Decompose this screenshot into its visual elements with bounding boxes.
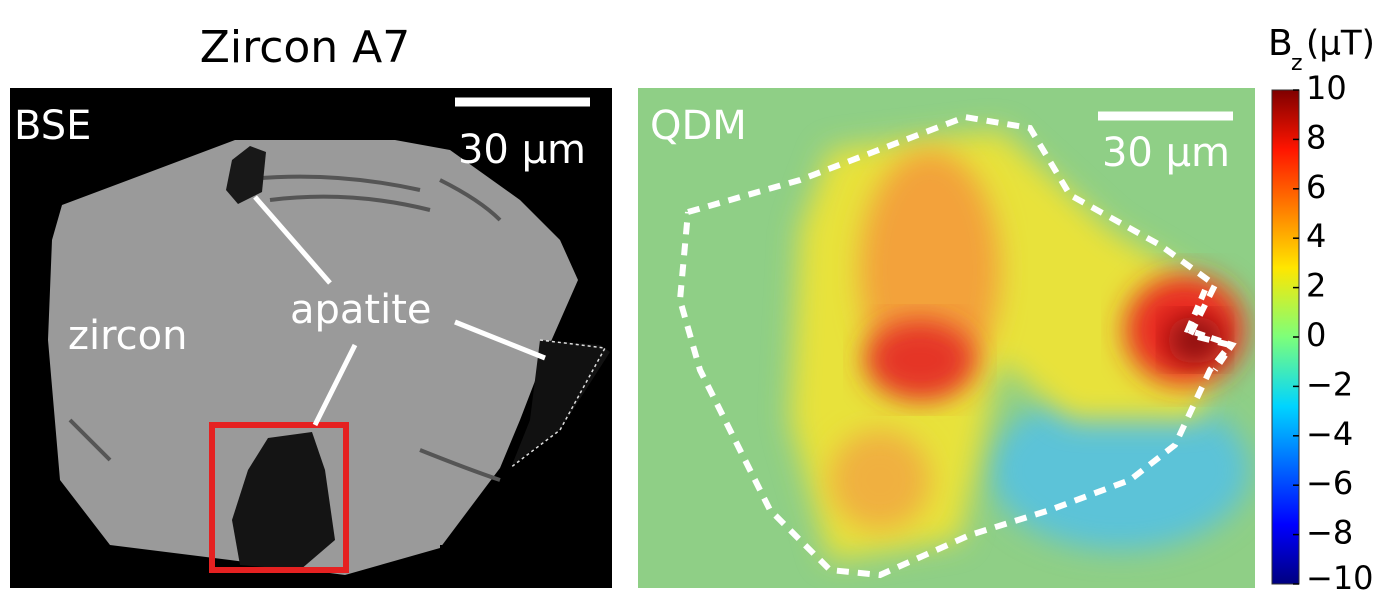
colorbar-tick-label: −4 (1306, 415, 1353, 453)
colorbar-tick-label: 6 (1306, 168, 1326, 206)
corner-mask (440, 545, 612, 588)
figure: Zircon A7 BSE 30 μm zircon apatite QDM (0, 0, 1392, 597)
qdm-panel: QDM 30 μm (638, 88, 1255, 588)
scale-bar-label: 30 μm (458, 127, 586, 173)
panel-label: BSE (14, 103, 91, 149)
mineral-label: zircon (68, 313, 188, 359)
scale-bar-label: 30 μm (1102, 130, 1230, 176)
colorbar-tick-label: 8 (1306, 118, 1326, 156)
colorbar-tick-label: −10 (1306, 559, 1374, 597)
colorbar-tick-label: 10 (1306, 69, 1347, 107)
colorbar-symbol: B (1268, 23, 1293, 64)
colorbar-unit: (μT) (1306, 24, 1375, 64)
mineral-label: apatite (290, 287, 432, 333)
colorbar-tick-label: −8 (1306, 514, 1353, 552)
colorbar-tick-label: 0 (1306, 316, 1326, 354)
bse-panel: BSE 30 μm zircon apatite (10, 88, 612, 588)
colorbar-subscript: z (1291, 51, 1303, 76)
colorbar-tick-label: −2 (1306, 365, 1353, 403)
colorbar-tick-label: 2 (1306, 267, 1326, 305)
panel-label: QDM (650, 103, 747, 149)
field-region (865, 320, 975, 400)
field-region (830, 430, 930, 530)
colorbar-tick-label: 4 (1306, 217, 1326, 255)
colorbar: B z (μT) 10 8 6 4 2 0 −2 −4 −6 −8 −10 (1268, 23, 1375, 597)
colorbar-tick-label: −6 (1306, 464, 1353, 502)
figure-title: Zircon A7 (200, 22, 411, 73)
